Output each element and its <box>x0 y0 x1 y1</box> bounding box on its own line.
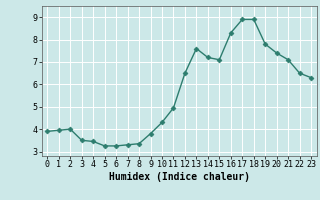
X-axis label: Humidex (Indice chaleur): Humidex (Indice chaleur) <box>109 172 250 182</box>
